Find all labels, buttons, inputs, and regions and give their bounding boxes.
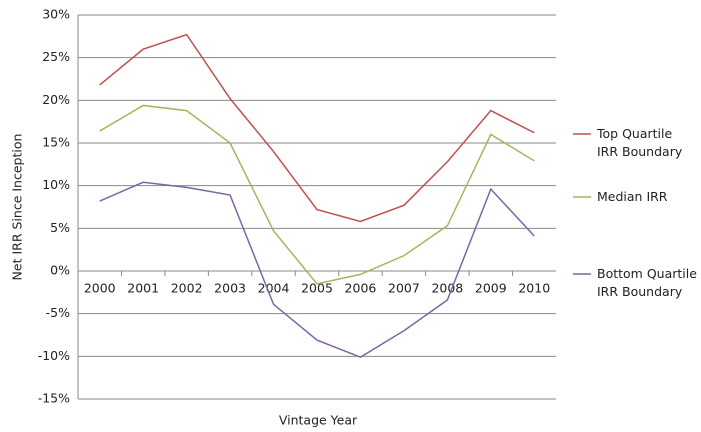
legend-label: Top Quartile IRR Boundary xyxy=(597,126,683,159)
x-axis-title: Vintage Year xyxy=(279,413,358,428)
x-tick-label: 2003 xyxy=(214,281,246,296)
x-tick-label: 2004 xyxy=(258,281,290,296)
y-tick-label: 25% xyxy=(42,49,70,64)
y-axis-title: Net IRR Since Inception xyxy=(10,134,25,281)
series-line xyxy=(99,104,535,285)
x-tick-label: 2008 xyxy=(431,281,463,296)
x-tick-label: 2001 xyxy=(127,281,159,296)
series-line xyxy=(99,33,535,223)
x-tick-label: 2000 xyxy=(84,281,116,296)
y-tick-label: 5% xyxy=(50,220,70,235)
x-tick-label: 2005 xyxy=(301,281,333,296)
x-tick-label: 2002 xyxy=(171,281,203,296)
y-tick-label: -10% xyxy=(38,348,70,363)
x-tick-label: 2009 xyxy=(475,281,507,296)
y-tick-label: 30% xyxy=(42,7,70,22)
x-tick-label: 2010 xyxy=(518,281,550,296)
y-tick-label: 0% xyxy=(50,263,70,278)
legend-label: Median IRR xyxy=(597,189,668,204)
y-tick-label: -5% xyxy=(46,305,70,320)
legend-label: Bottom Quartile IRR Boundary xyxy=(597,266,697,299)
y-tick-label: 15% xyxy=(42,135,70,150)
x-tick-label: 2006 xyxy=(345,281,377,296)
y-tick-label: -15% xyxy=(38,391,70,406)
series-line xyxy=(99,181,535,359)
y-tick-label: 20% xyxy=(42,92,70,107)
x-tick-label: 2007 xyxy=(388,281,420,296)
y-tick-label: 10% xyxy=(42,177,70,192)
